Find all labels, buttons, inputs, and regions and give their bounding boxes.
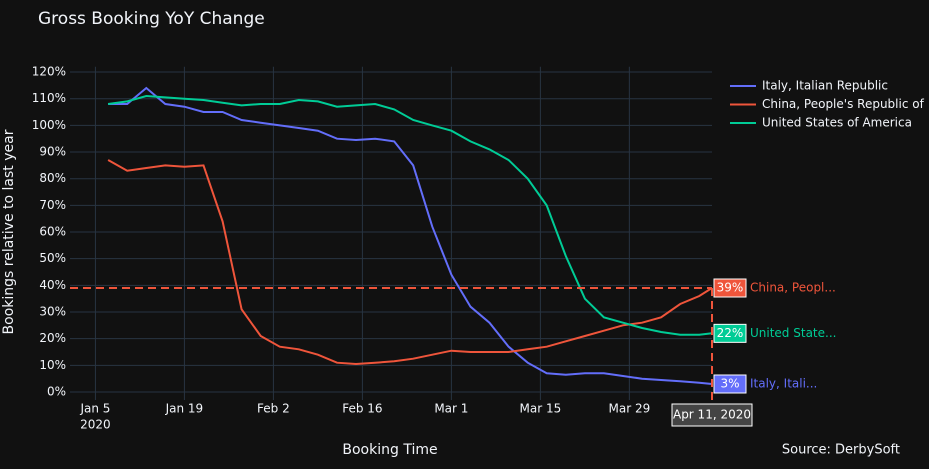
hover-box (713, 278, 747, 298)
x-axis-title: Booking Time (342, 442, 437, 458)
y-tick-label: 0% (47, 385, 66, 399)
hover-name: China, Peopl... (750, 281, 836, 295)
source: Source: DerbySoft (782, 443, 900, 458)
y-tick-label: 40% (39, 278, 66, 292)
legend-label: Italy, Italian Republic (762, 79, 888, 93)
x-tick-label: Mar 15 (520, 402, 562, 416)
legend-label: China, People's Republic of (762, 97, 925, 111)
hover-x-box (671, 403, 753, 427)
x-tick-label: Mar 1 (434, 402, 468, 416)
y-tick-label: 90% (39, 145, 66, 159)
x-tick-label: Mar 29 (608, 402, 650, 416)
y-axis-title: Bookings relative to last year (1, 129, 17, 334)
x-tick-label: Jan 5 (79, 402, 110, 416)
y-tick-label: 10% (39, 358, 66, 372)
y-tick-label: 100% (32, 118, 66, 132)
y-tick-label: 20% (39, 331, 66, 345)
series-line (107, 159, 713, 366)
y-tick-label: 80% (39, 171, 66, 185)
y-tick-label: 50% (39, 251, 66, 265)
legend-label: United States of America (762, 116, 912, 130)
x-tick-label: Jan 19 (165, 402, 204, 416)
x-tick-label: Feb 16 (342, 402, 382, 416)
hover-x-label: Apr 11, 2020 (673, 408, 751, 422)
y-tick-label: 110% (32, 91, 66, 105)
series-line (108, 86, 713, 385)
hover-name: Italy, Itali... (750, 377, 817, 391)
y-tick-label: 70% (39, 198, 66, 212)
y-tick-label: 120% (32, 65, 66, 79)
hover-box (713, 374, 747, 394)
y-tick-label: 60% (39, 225, 66, 239)
hover-box (713, 323, 747, 343)
y-tick-label: 30% (39, 305, 66, 319)
chart-title: Gross Booking YoY Change (38, 9, 265, 29)
series-line (107, 94, 713, 336)
x-year-label: 2020 (80, 418, 111, 432)
x-tick-label: Feb 2 (257, 402, 290, 416)
hover-value: 39% (717, 281, 744, 295)
hover-value: 3% (720, 377, 739, 391)
hover-name: United State... (750, 326, 836, 340)
hover-value: 22% (717, 326, 744, 340)
